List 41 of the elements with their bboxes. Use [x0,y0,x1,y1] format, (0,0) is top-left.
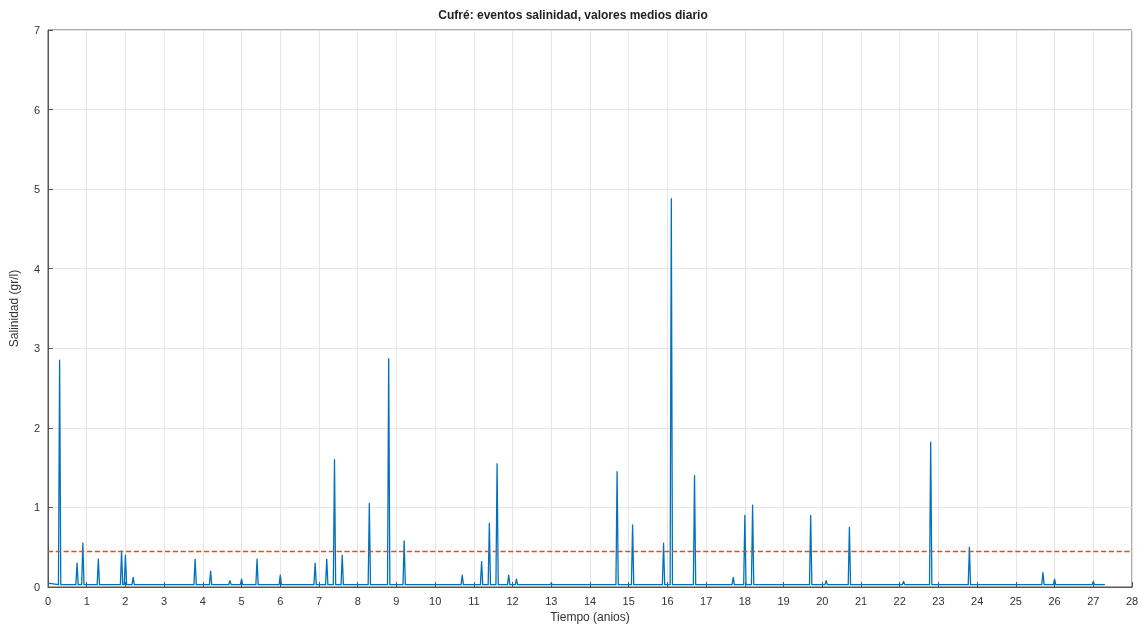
y-tick-label: 6 [33,103,40,116]
x-tick-label: 21 [854,594,868,607]
x-tick-label: 28 [1125,594,1139,607]
x-tick-label: 27 [1087,594,1100,607]
y-tick-label: 7 [33,24,40,36]
x-tick-label: 22 [893,594,906,607]
y-axis-title: Salinidad (gr/l) [7,269,21,348]
x-tick-label: 24 [971,594,984,607]
x-tick-label: 1 [83,594,90,607]
line-series [47,198,1106,586]
x-tick-label: 0 [44,594,52,607]
x-tick-label: 11 [468,594,480,607]
y-tick-label: 2 [33,421,40,434]
x-tick-label: 16 [661,594,674,607]
x-tick-label: 15 [622,594,635,607]
x-tick-label: 7 [315,594,323,607]
x-tick-label: 10 [429,594,442,607]
x-tick-label: 17 [700,594,713,607]
x-tick-label: 23 [932,594,945,607]
x-tick-label: 6 [277,594,284,607]
x-tick-label: 3 [161,594,168,607]
x-tick-label: 5 [238,594,245,607]
x-tick-label: 19 [777,594,790,607]
x-tick-label: 14 [583,594,597,607]
x-tick-label: 20 [816,594,829,607]
x-tick-label: 9 [393,594,400,607]
x-tick-label: 2 [122,594,129,607]
y-tick-label: 1 [33,501,40,514]
x-tick-label: 18 [738,594,751,607]
x-tick-label: 12 [506,594,519,607]
chart-title: Cufré: eventos salinidad, valores medios diario [438,8,708,22]
y-tick-label: 0 [33,581,40,593]
y-tick-label: 3 [33,342,40,355]
x-tick-label: 26 [1048,594,1061,607]
x-tick-label: 13 [545,594,558,607]
x-axis-title: Tiempo (anios) [550,609,630,624]
y-tick-label: 5 [33,183,40,196]
x-tick-label: 25 [1009,594,1022,607]
x-tick-label: 4 [199,594,206,607]
y-tick-label: 4 [33,262,40,275]
x-tick-label: 8 [354,594,361,607]
